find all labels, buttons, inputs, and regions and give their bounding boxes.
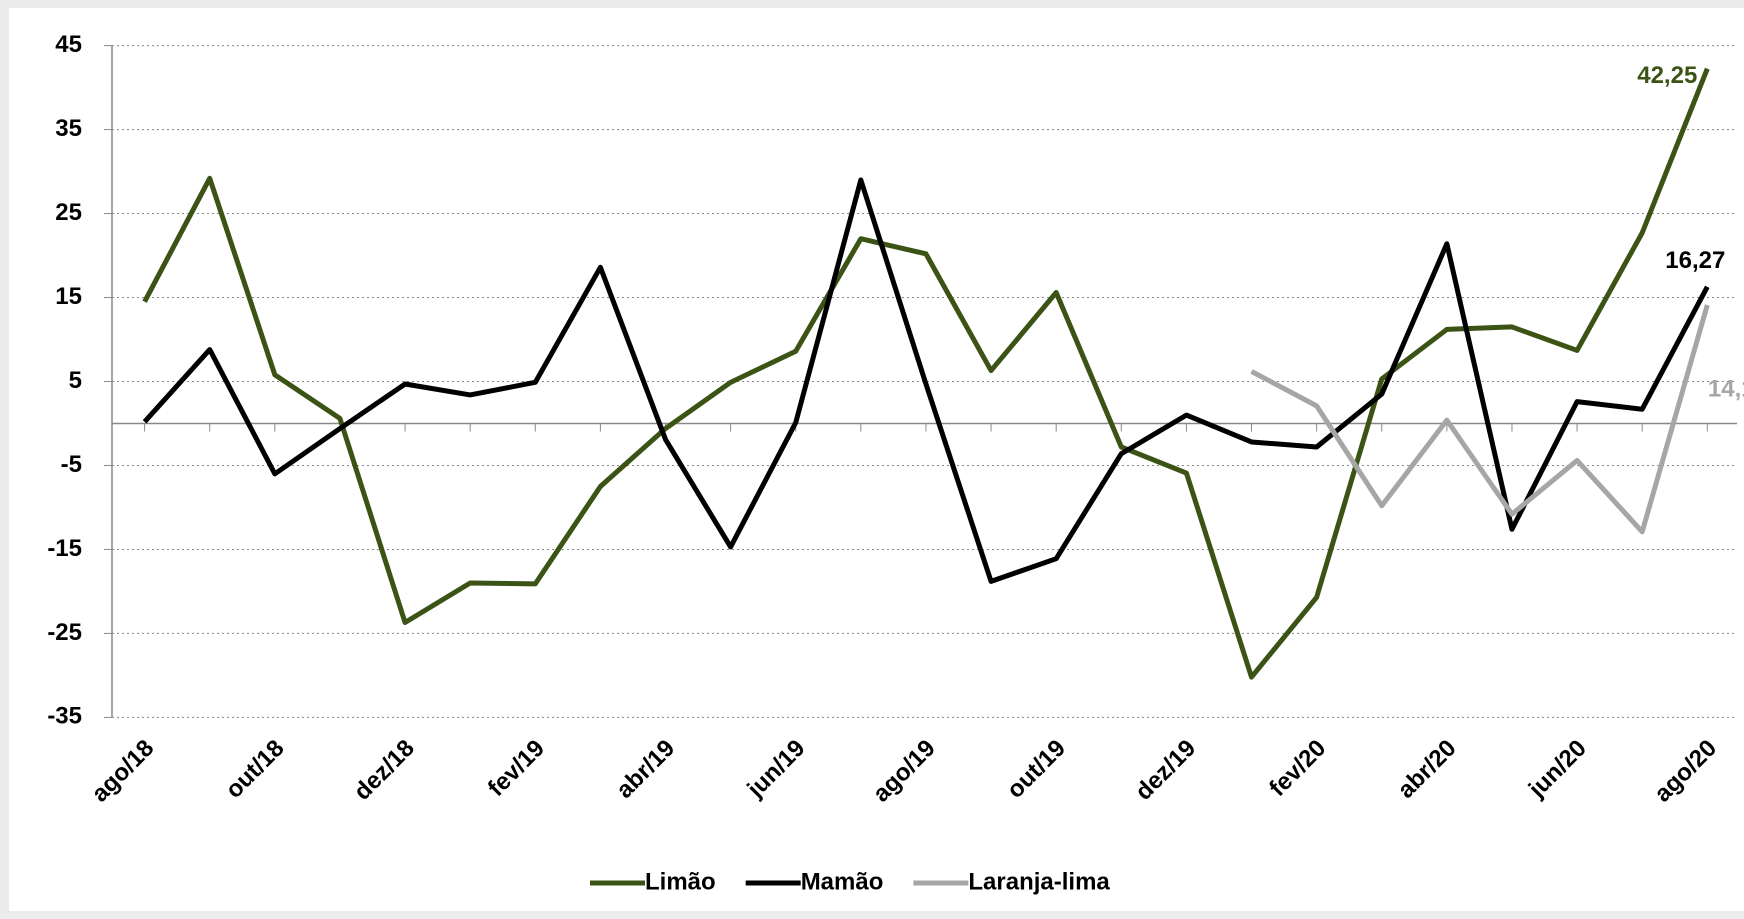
legend-label: Laranja-lima <box>968 868 1110 895</box>
y-tick-label: 35 <box>55 115 82 142</box>
data-label: 14,11 <box>1708 375 1744 402</box>
legend-label: Mamão <box>801 868 884 895</box>
y-tick-label: -35 <box>47 703 82 730</box>
legend-label: Limão <box>645 868 716 895</box>
y-tick-label: 15 <box>55 283 82 310</box>
series-line <box>142 177 1710 584</box>
data-label: 42,25 <box>1637 62 1697 89</box>
y-tick-label: 5 <box>69 367 82 394</box>
y-tick-label: -15 <box>47 535 82 562</box>
y-tick-label: 45 <box>55 31 82 58</box>
series-line <box>1250 304 1710 535</box>
y-tick-label: 25 <box>55 199 82 226</box>
data-label: 16,27 <box>1665 247 1725 274</box>
series-line <box>142 67 1710 680</box>
y-tick-label: -25 <box>47 619 82 646</box>
y-tick-label: -5 <box>61 451 82 478</box>
